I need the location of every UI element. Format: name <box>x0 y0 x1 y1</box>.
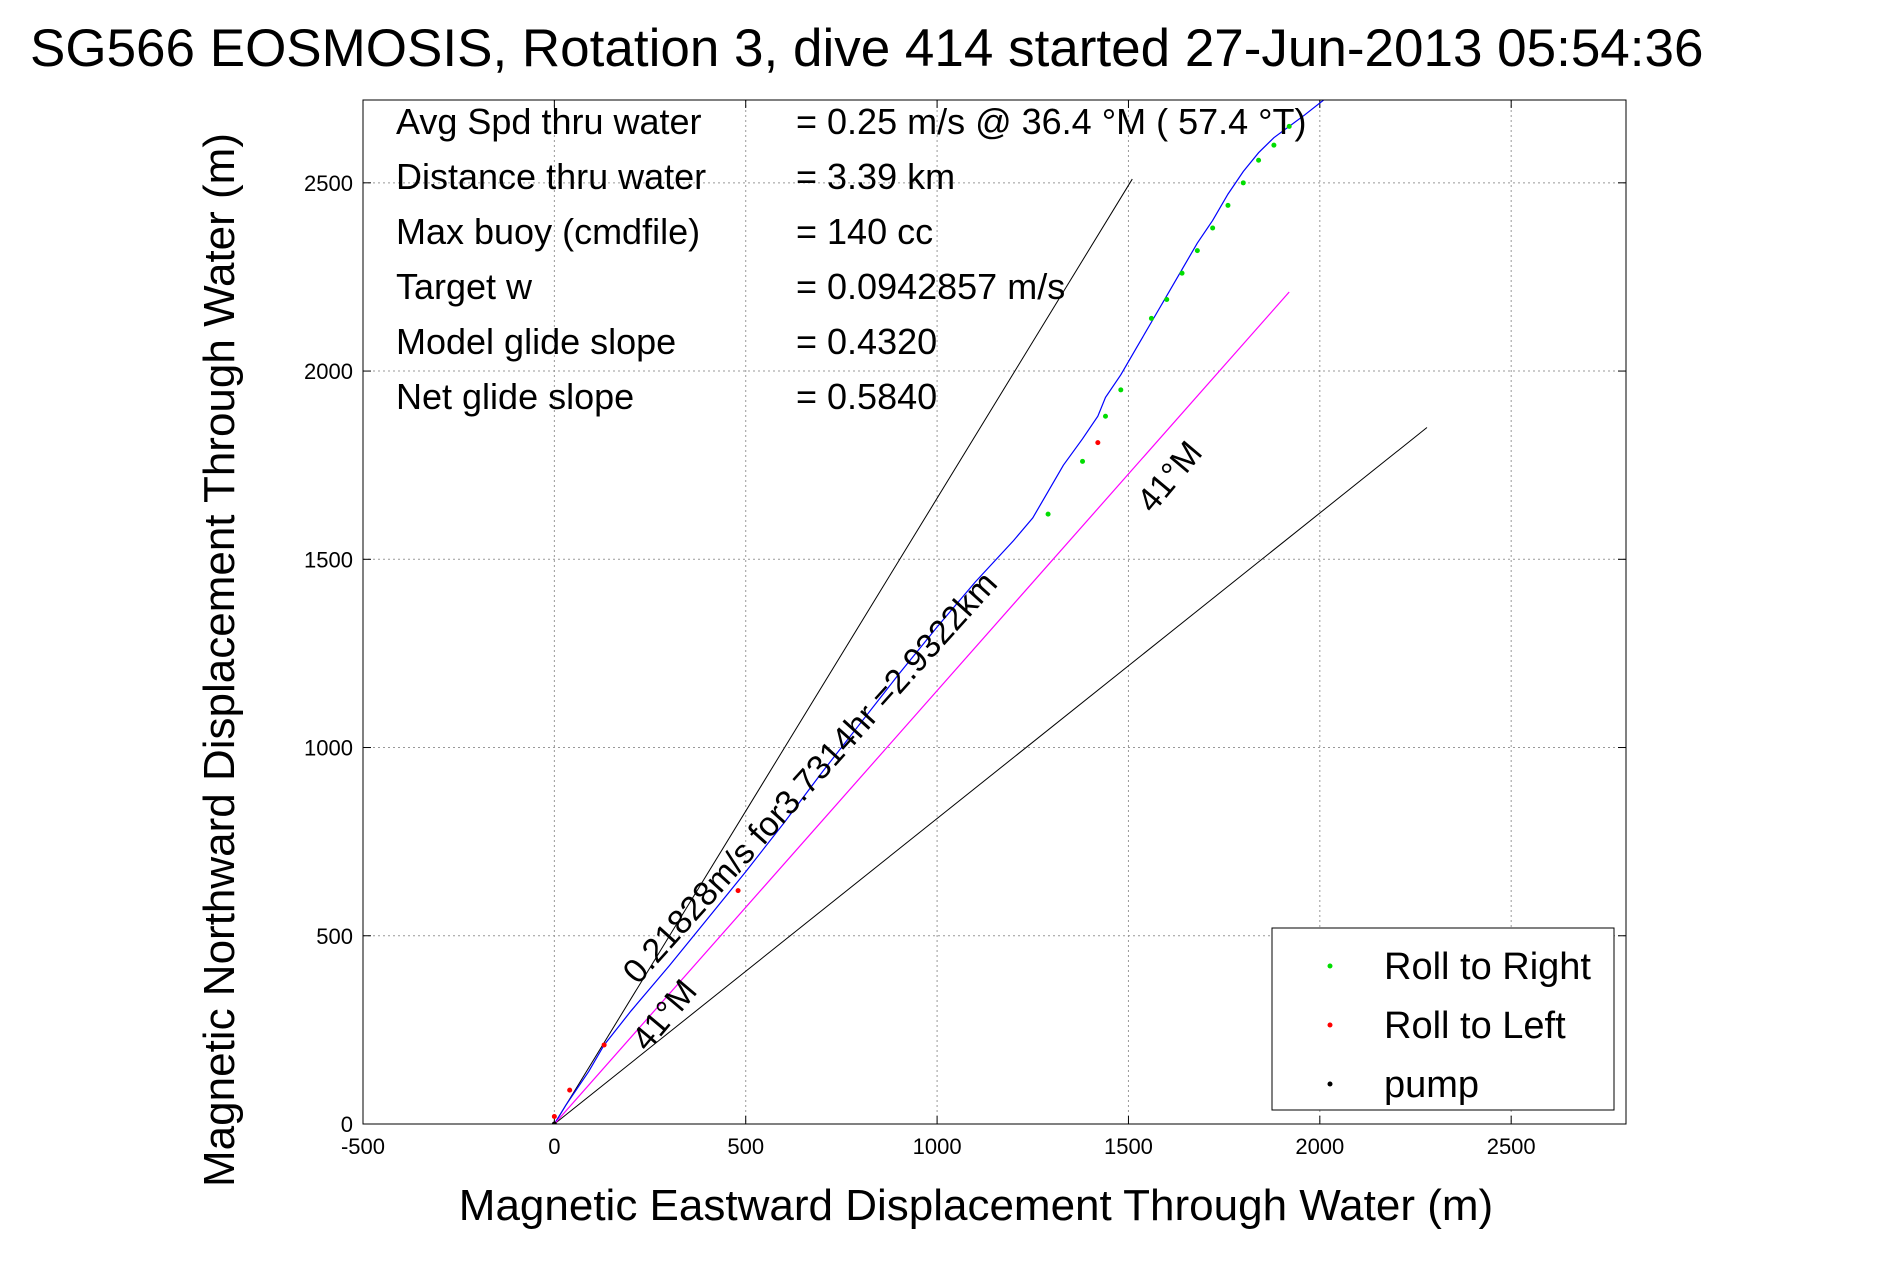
info-value: = 0.0942857 m/s <box>796 266 1065 307</box>
data-layer <box>551 100 1428 1124</box>
roll-left-marker <box>601 1042 607 1048</box>
legend-marker <box>1327 963 1333 969</box>
heading-reference-line <box>554 427 1428 1124</box>
roll-right-marker <box>1080 458 1086 464</box>
chart-title: SG566 EOSMOSIS, Rotation 3, dive 414 sta… <box>30 19 1703 78</box>
info-box: Avg Spd thru water = 0.25 m/s @ 36.4 °M (… <box>396 101 1307 417</box>
info-label: Target w <box>396 266 533 307</box>
x-tick-label: -500 <box>341 1134 385 1159</box>
pump-marker <box>551 1121 557 1124</box>
info-label: Distance thru water <box>396 156 706 197</box>
info-label: Net glide slope <box>396 376 634 417</box>
roll-left-marker <box>735 888 741 894</box>
y-tick-label: 500 <box>316 924 353 949</box>
info-label: Max buoy (cmdfile) <box>396 211 700 252</box>
x-tick-label: 2500 <box>1487 1134 1536 1159</box>
heading-reference-line <box>553 178 1133 1124</box>
roll-right-marker <box>1271 142 1277 148</box>
legend-marker <box>1327 1022 1333 1028</box>
x-tick-label: 1500 <box>1104 1134 1153 1159</box>
plot-frame <box>362 99 1627 1125</box>
y-axis-label: Magnetic Northward Displacement Through … <box>195 133 244 1187</box>
info-value: = 0.4320 <box>796 321 937 362</box>
info-label: Avg Spd thru water <box>396 101 702 142</box>
legend-box <box>1271 927 1615 1111</box>
roll-left-marker <box>567 1087 573 1093</box>
roll-left-marker <box>551 1113 557 1119</box>
x-tick-label: 0 <box>548 1134 560 1159</box>
roll-left-marker <box>1095 440 1101 446</box>
info-value: = 140 cc <box>796 211 933 252</box>
roll-right-marker <box>1045 511 1051 517</box>
plot-area: -500 0 500 1000 1500 2000 25000500100015002000… <box>304 99 1627 1159</box>
roll-right-marker <box>1164 297 1170 303</box>
roll-right-marker <box>1256 157 1262 163</box>
info-value: = 0.25 m/s @ 36.4 °M ( 57.4 °T) <box>796 101 1307 142</box>
roll-right-marker <box>1194 248 1200 254</box>
x-tick-label: 500 <box>727 1134 764 1159</box>
legend-entry: pump <box>1384 1064 1479 1106</box>
info-value: = 0.5840 <box>796 376 937 417</box>
roll-right-marker <box>1225 202 1231 208</box>
info-value: = 3.39 km <box>796 156 955 197</box>
y-tick-label: 0 <box>341 1112 353 1137</box>
y-tick-label: 2000 <box>304 359 353 384</box>
series-line-track <box>553 100 1325 1124</box>
x-tick-label: 1000 <box>913 1134 962 1159</box>
roll-right-marker <box>1210 225 1216 231</box>
x-axis-label: Magnetic Eastward Displacement Through W… <box>459 1181 1493 1230</box>
x-tick-label: 2000 <box>1295 1134 1344 1159</box>
legend-entry: Roll to Left <box>1384 1005 1566 1047</box>
roll-right-marker <box>1148 315 1154 321</box>
roll-right-marker <box>1118 387 1124 393</box>
roll-right-marker <box>1102 413 1108 419</box>
roll-right-marker <box>1240 180 1246 186</box>
roll-right-marker <box>1286 123 1292 129</box>
y-tick-label: 1000 <box>304 736 353 761</box>
roll-right-marker <box>1179 270 1185 276</box>
series-line-current <box>553 291 1290 1124</box>
info-label: Model glide slope <box>396 321 676 362</box>
legend-entry: Roll to Right <box>1384 946 1591 988</box>
y-tick-label: 1500 <box>304 547 353 572</box>
legend: Roll to Right Roll to Left pump <box>1271 927 1615 1111</box>
y-tick-label: 2500 <box>304 171 353 196</box>
legend-marker <box>1327 1081 1333 1087</box>
